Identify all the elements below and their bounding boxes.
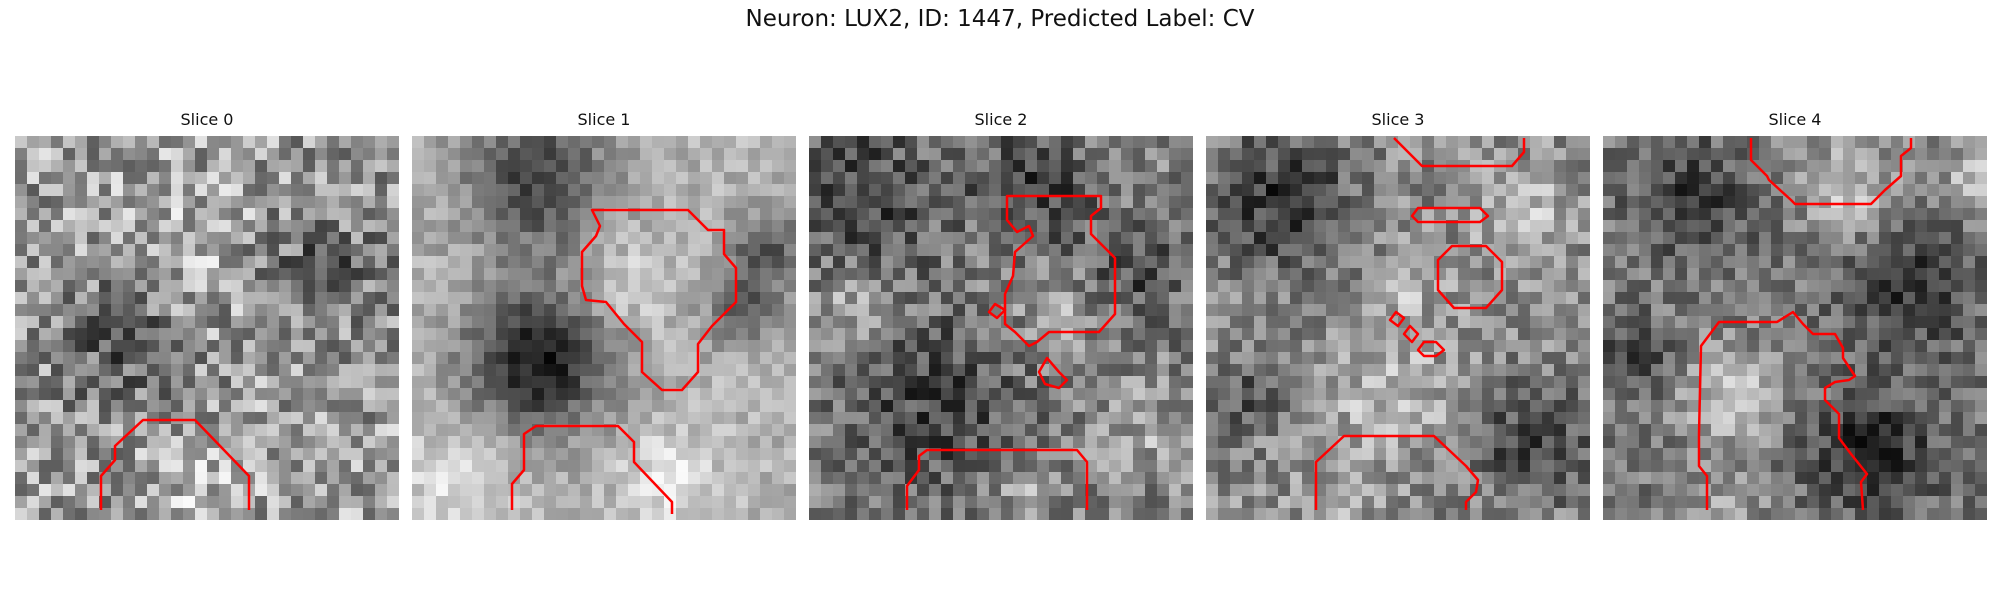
slice-image-4 [1603, 136, 1987, 520]
contour-4-1 [1697, 310, 1869, 511]
slice-image-0 [15, 136, 399, 520]
slice-image-3 [1206, 136, 1590, 520]
slice-title-4: Slice 4 [1768, 110, 1822, 129]
contour-2-0 [905, 448, 1089, 510]
slice-title-2: Slice 2 [974, 110, 1028, 129]
contour-3-1 [1393, 137, 1526, 168]
contour-1-1 [580, 208, 738, 392]
slice-title-3: Slice 3 [1371, 110, 1425, 129]
contour-0-0 [99, 418, 251, 510]
slice-panel-4: Slice 4 [1603, 108, 1987, 520]
slice-panel-3: Slice 3 [1206, 108, 1590, 520]
slice-title-1: Slice 1 [577, 110, 631, 129]
contour-2-3 [1037, 356, 1069, 390]
contour-3-5 [1402, 324, 1420, 344]
contour-3-2 [1410, 206, 1490, 224]
contour-4-0 [1749, 138, 1913, 206]
contour-3-4 [1388, 310, 1406, 328]
slice-panel-0: Slice 0 [15, 108, 399, 520]
slice-panel-1: Slice 1 [412, 108, 796, 520]
contour-1-0 [510, 424, 674, 514]
slice-image-1 [412, 136, 796, 520]
contour-3-0 [1314, 434, 1480, 510]
slice-panel-2: Slice 2 [809, 108, 1193, 520]
contour-2-2 [987, 302, 1007, 320]
slice-title-0: Slice 0 [180, 110, 234, 129]
figure-title: Neuron: LUX2, ID: 1447, Predicted Label:… [745, 6, 1255, 32]
contour-3-3 [1436, 244, 1504, 310]
contour-3-6 [1416, 340, 1446, 358]
slice-image-2 [809, 136, 1193, 520]
contour-2-1 [1003, 194, 1117, 348]
